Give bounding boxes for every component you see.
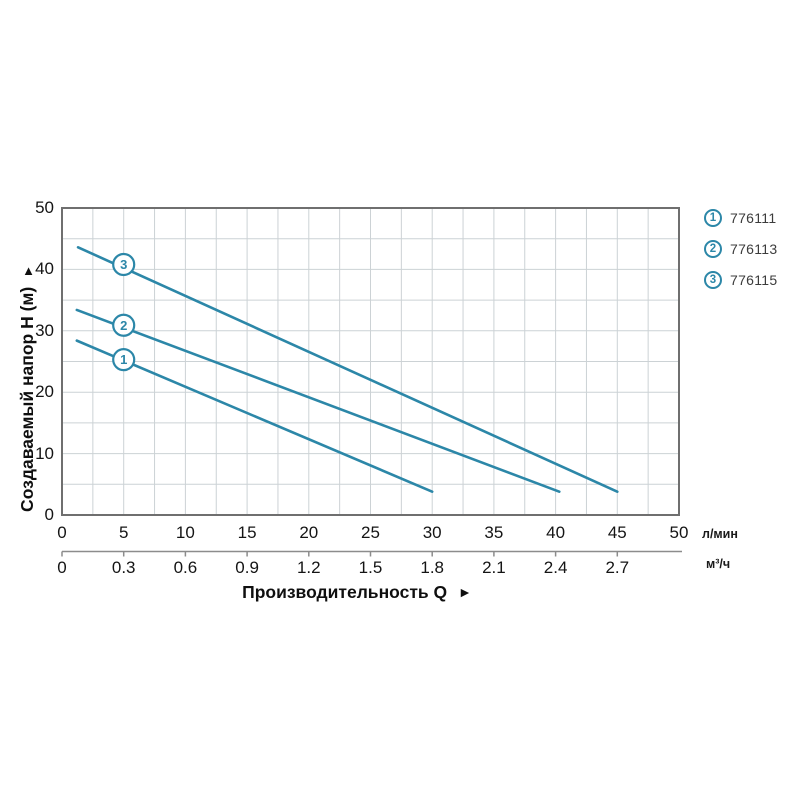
- x-secondary-tick-label: 0: [57, 558, 67, 577]
- series-marker-number-1: 1: [120, 352, 127, 367]
- y-tick-label: 50: [35, 198, 54, 217]
- legend-number-circle-icon: 3: [704, 271, 722, 289]
- x-tick-label: 30: [422, 523, 442, 542]
- series-marker-circle-1: [112, 348, 136, 372]
- x-tick-label: 35: [484, 523, 504, 542]
- right-arrow-icon: ►: [458, 584, 472, 600]
- legend-number-circle-icon: 1: [704, 209, 722, 227]
- x-tick-label: 40: [546, 523, 566, 542]
- x-tick-label: 5: [118, 523, 129, 542]
- series-marker-number-3: 3: [120, 257, 127, 272]
- x-tick-label: 15: [237, 523, 257, 542]
- series-line-776113: [75, 308, 561, 493]
- legend-model-code: 776113: [730, 241, 778, 257]
- plot-border: [61, 207, 680, 516]
- legend-model-code: 776111: [730, 210, 777, 226]
- x-secondary-tick-label: 0.9: [235, 558, 259, 577]
- x-secondary-tick-label: 1.8: [420, 558, 445, 577]
- series-marker-circle-3: [112, 252, 136, 277]
- series-marker-circle-2: [112, 313, 136, 337]
- series-marker-number-2: 2: [120, 318, 127, 333]
- x-tick-label: 20: [299, 523, 319, 542]
- legend-item-776115: 3 776115: [704, 271, 777, 289]
- x-tick-label: 45: [607, 523, 627, 542]
- x-axis-title: Производительность Q ►: [0, 582, 714, 603]
- y-tick-label: 40: [35, 259, 54, 279]
- x-secondary-tick-label: 0.6: [173, 558, 198, 577]
- x-secondary-tick-label: 2.1: [482, 558, 506, 577]
- x-tick-label: 25: [361, 523, 380, 542]
- legend-item-776113: 2 776113: [704, 240, 777, 258]
- x-secondary-tick-label: 2.4: [543, 558, 568, 577]
- legend: 1 776111 2 776113 3 776115: [704, 209, 777, 302]
- x-tick-label: 0: [57, 523, 67, 542]
- x-secondary-tick-label: 1.2: [296, 558, 321, 577]
- series-line-776111: [75, 339, 434, 493]
- x-secondary-tick-label: 2.7: [605, 558, 630, 577]
- x-axis-secondary-unit-label: м³/ч: [706, 557, 731, 571]
- legend-number-circle-icon: 2: [704, 240, 722, 258]
- x-secondary-tick-label: 1.5: [358, 558, 383, 577]
- y-tick-label: 0: [44, 505, 54, 524]
- y-tick-label: 20: [35, 382, 54, 402]
- legend-model-code: 776115: [730, 272, 778, 288]
- legend-item-776111: 1 776111: [704, 209, 777, 227]
- series-line-776115: [76, 245, 619, 493]
- y-tick-label: 10: [35, 443, 54, 463]
- x-tick-label: 50: [669, 523, 689, 542]
- x-secondary-tick-label: 0.3: [111, 558, 136, 577]
- x-axis-unit-label: л/мин: [702, 527, 738, 541]
- x-axis-title-text: Производительность Q: [242, 582, 448, 602]
- y-tick-label: 30: [35, 320, 54, 340]
- x-tick-label: 10: [175, 523, 195, 542]
